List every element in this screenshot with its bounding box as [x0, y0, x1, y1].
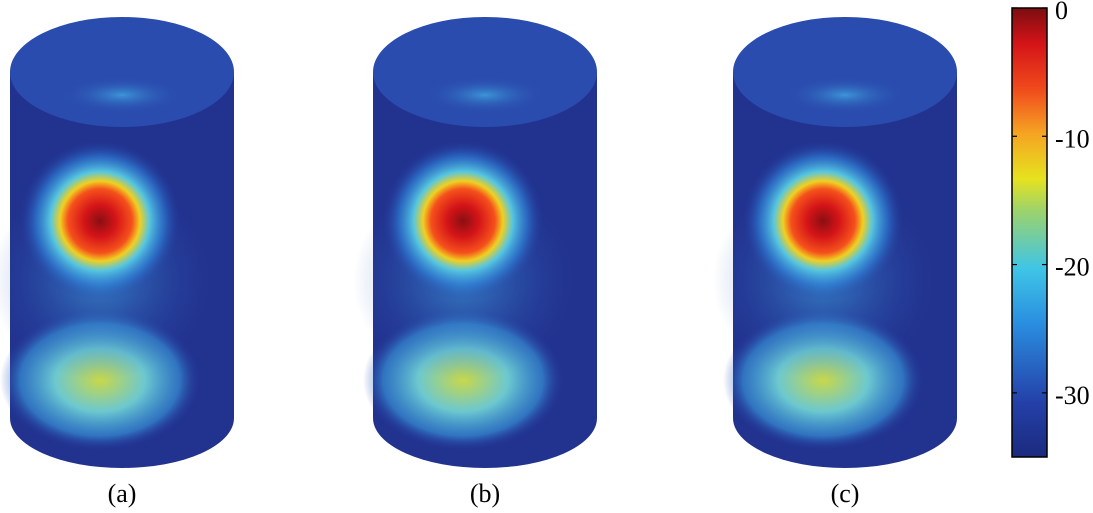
panel-label: (c)	[831, 479, 860, 508]
panel-label: (b)	[470, 479, 500, 508]
colorbar-tick-label: -20	[1055, 253, 1090, 282]
cylinder-c	[713, 17, 957, 468]
colorbar-tick-label: 0	[1055, 0, 1068, 25]
cylinder-b	[353, 17, 597, 468]
colorbar-tick-label: -30	[1055, 381, 1090, 410]
panel-label: (a)	[108, 479, 137, 508]
colorbar-tick-label: -10	[1055, 124, 1090, 153]
colorbar	[1011, 7, 1048, 458]
cylinder-a	[0, 17, 234, 468]
